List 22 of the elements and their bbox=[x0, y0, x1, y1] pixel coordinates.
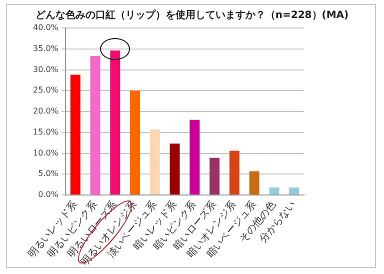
y-tick-label: 5.0% bbox=[38, 169, 59, 178]
bar bbox=[70, 74, 80, 195]
bar bbox=[229, 150, 240, 195]
bar bbox=[150, 129, 160, 195]
bar bbox=[110, 50, 120, 195]
y-tick-label: 20.0% bbox=[32, 106, 59, 116]
y-tick-label: 30.0% bbox=[32, 64, 59, 74]
y-tick-label: 15.0% bbox=[32, 127, 59, 136]
y-tick-label: 10.0% bbox=[32, 148, 59, 158]
bar bbox=[289, 187, 300, 195]
y-tick-label: 25.0% bbox=[32, 86, 59, 95]
bar bbox=[90, 56, 100, 195]
chart-title: どんな色みの口紅（リップ）を使用していますか？（n=228）(MA) bbox=[34, 8, 350, 22]
bar bbox=[249, 171, 260, 195]
bar bbox=[210, 158, 220, 195]
bar bbox=[190, 120, 200, 195]
y-tick-label: 40.0% bbox=[32, 23, 59, 32]
bar bbox=[130, 90, 140, 195]
bar bbox=[269, 187, 280, 195]
y-tick-label: 35.0% bbox=[32, 44, 59, 53]
y-tick-label: 0.0% bbox=[38, 190, 59, 200]
bar bbox=[170, 144, 180, 195]
